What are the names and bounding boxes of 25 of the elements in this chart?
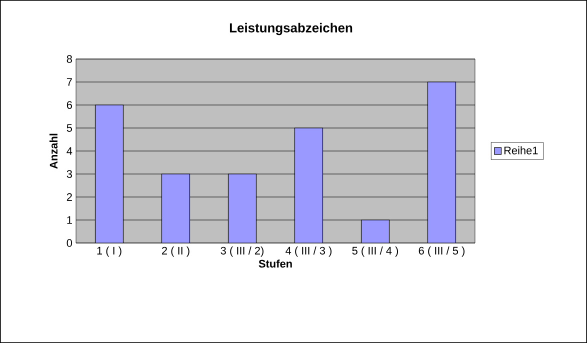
bar — [228, 174, 257, 243]
y-tick-label: 0 — [66, 239, 72, 247]
bar — [94, 104, 124, 243]
y-tick-label: 7 — [66, 78, 72, 86]
x-tick-label: 1 ( I ) — [97, 246, 122, 257]
bar — [360, 220, 390, 243]
y-tick-label: 4 — [66, 147, 72, 155]
bar — [161, 174, 190, 243]
x-axis-title: Stufen — [258, 260, 292, 268]
x-tick-label: 3 ( III / 2) — [220, 246, 264, 257]
x-tick-label: 5 ( III / 4 ) — [352, 246, 398, 257]
y-tick-label: 1 — [67, 216, 72, 224]
legend-label: Reihe1 — [504, 146, 538, 154]
y-axis-title: Anzahl — [50, 134, 58, 169]
x-tick-label: 6 ( III / 5 ) — [418, 246, 465, 257]
x-tick-label: 4 ( III / 3 ) — [286, 246, 332, 257]
y-tick-label: 5 — [66, 124, 72, 132]
y-tick-label: 3 — [66, 170, 72, 178]
y-tick-label: 2 — [66, 193, 72, 201]
bar — [294, 128, 324, 243]
chart-title: Leistungsabzeichen — [230, 22, 352, 36]
bar — [427, 82, 456, 243]
y-tick-label: 6 — [66, 101, 72, 109]
y-tick-label: 8 — [66, 55, 72, 63]
x-tick-label: 2 ( II ) — [162, 246, 190, 257]
